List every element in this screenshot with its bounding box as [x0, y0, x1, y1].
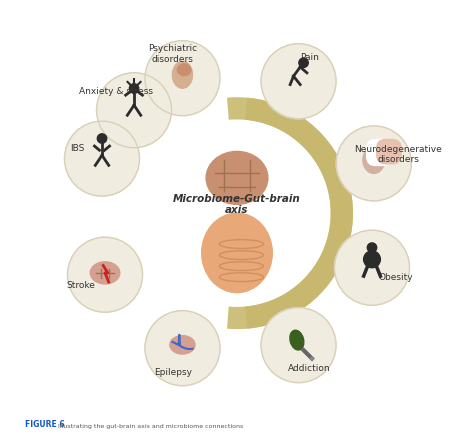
- Text: Illustrating the gut-brain axis and microbiome connections: Illustrating the gut-brain axis and micr…: [54, 424, 243, 429]
- Circle shape: [145, 311, 220, 386]
- Text: Anxiety & stress: Anxiety & stress: [79, 87, 153, 96]
- Ellipse shape: [170, 336, 195, 354]
- Circle shape: [310, 357, 313, 360]
- Circle shape: [299, 58, 308, 67]
- Circle shape: [145, 41, 220, 116]
- FancyBboxPatch shape: [367, 139, 392, 166]
- Text: Stroke: Stroke: [67, 281, 96, 290]
- Text: FIGURE 6: FIGURE 6: [25, 420, 65, 429]
- Text: Obesity: Obesity: [379, 273, 414, 282]
- Ellipse shape: [206, 151, 268, 204]
- Ellipse shape: [290, 330, 304, 350]
- Text: Addiction: Addiction: [288, 365, 331, 373]
- Ellipse shape: [202, 213, 272, 293]
- Circle shape: [64, 121, 139, 196]
- Circle shape: [337, 126, 411, 201]
- Text: Neurodegenerative
disorders: Neurodegenerative disorders: [355, 145, 442, 164]
- Text: Pain: Pain: [300, 53, 319, 62]
- Text: Microbiome-Gut-brain
axis: Microbiome-Gut-brain axis: [173, 194, 301, 215]
- Text: Psychiatric
disorders: Psychiatric disorders: [148, 44, 197, 63]
- Circle shape: [67, 237, 143, 312]
- Circle shape: [367, 243, 377, 252]
- Text: IBS: IBS: [71, 144, 85, 153]
- Circle shape: [97, 73, 172, 148]
- FancyBboxPatch shape: [377, 139, 401, 164]
- Circle shape: [97, 134, 107, 143]
- Circle shape: [261, 308, 336, 383]
- Ellipse shape: [364, 251, 380, 268]
- Ellipse shape: [173, 61, 192, 88]
- Ellipse shape: [177, 64, 191, 75]
- Circle shape: [335, 230, 410, 305]
- Text: Epilepsy: Epilepsy: [154, 368, 191, 377]
- Circle shape: [261, 44, 336, 119]
- Circle shape: [129, 84, 139, 93]
- Ellipse shape: [90, 262, 120, 284]
- Ellipse shape: [363, 147, 385, 174]
